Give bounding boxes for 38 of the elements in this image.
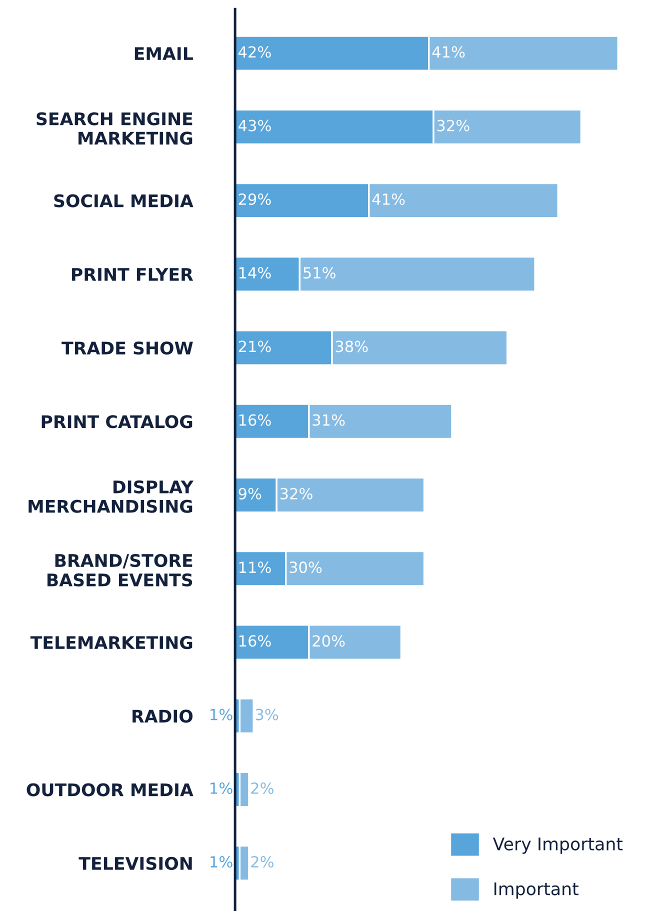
y-tick-label: OUTDOOR MEDIA bbox=[26, 783, 194, 796]
data-label: 1% bbox=[210, 782, 232, 794]
y-tick-label: SOCIAL MEDIA bbox=[54, 194, 194, 208]
data-label: 1% bbox=[210, 856, 232, 868]
data-label: 41% bbox=[372, 193, 405, 205]
data-label: 2% bbox=[251, 782, 274, 794]
data-label: 3% bbox=[256, 708, 278, 720]
data-label: 30% bbox=[290, 562, 322, 574]
data-label: 42% bbox=[238, 46, 271, 58]
data-label: 2% bbox=[251, 856, 274, 868]
y-tick-label: PRINT FLYER bbox=[72, 268, 194, 281]
data-label: 21% bbox=[238, 340, 271, 352]
data-label: 41% bbox=[432, 46, 465, 58]
data-label: 43% bbox=[238, 120, 271, 132]
data-label: 29% bbox=[238, 193, 271, 205]
y-tick-label: TRADE SHOW bbox=[62, 341, 193, 355]
data-label: 11% bbox=[239, 562, 271, 574]
y-tick-label: SEARCH ENGINE MARKETING bbox=[36, 112, 192, 145]
data-label: 51% bbox=[304, 267, 336, 279]
data-label: 16% bbox=[239, 414, 271, 426]
data-label: 16% bbox=[239, 635, 271, 647]
data-label: 9% bbox=[238, 488, 262, 500]
y-tick-label: DISPLAY MERCHANDISING bbox=[28, 480, 194, 513]
y-tick-label: TELEVISION bbox=[78, 856, 192, 870]
y-tick-label: RADIO bbox=[132, 710, 193, 723]
data-label: 32% bbox=[280, 488, 312, 500]
data-label: 1% bbox=[210, 708, 232, 720]
legend-label: Important bbox=[494, 882, 578, 899]
legend-label: Very Important bbox=[492, 838, 623, 854]
y-tick-label: EMAIL bbox=[134, 47, 193, 60]
data-label: 32% bbox=[437, 120, 470, 132]
data-label: 31% bbox=[312, 414, 345, 426]
data-label: 14% bbox=[239, 267, 271, 279]
data-label: 20% bbox=[312, 635, 345, 647]
y-tick-label: BRAND/STORE BASED EVENTS bbox=[47, 554, 192, 587]
y-tick-label: TELEMARKETING bbox=[30, 636, 192, 650]
data-label: 38% bbox=[336, 340, 368, 352]
y-tick-label: PRINT CATALOG bbox=[42, 415, 192, 428]
